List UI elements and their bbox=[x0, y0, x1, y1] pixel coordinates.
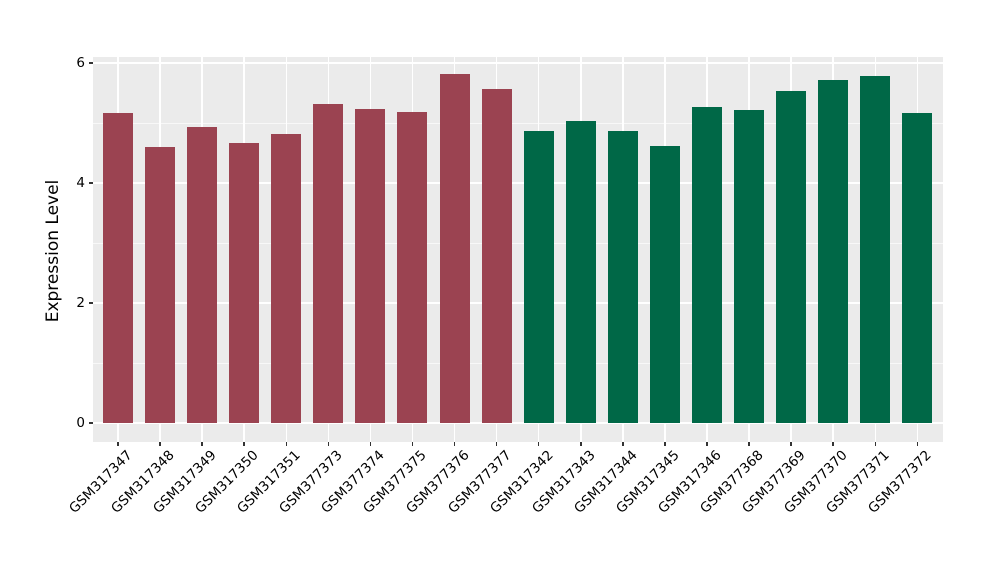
x-axis-tick-mark bbox=[622, 442, 624, 446]
x-axis-tick-mark bbox=[537, 442, 540, 446]
bar-GSM377374 bbox=[355, 108, 386, 423]
bar-GSM317346 bbox=[691, 106, 722, 423]
gridline-major-horizontal bbox=[93, 182, 943, 184]
bar-GSM377368 bbox=[734, 109, 765, 423]
x-axis-tick-mark bbox=[874, 442, 876, 446]
x-axis-tick-mark bbox=[201, 442, 203, 446]
x-axis-tick-mark bbox=[453, 442, 456, 446]
gridline-minor-horizontal bbox=[93, 363, 943, 364]
y-tick-label: 0 bbox=[76, 415, 85, 431]
gridline-major-horizontal bbox=[93, 62, 943, 64]
bar-GSM317350 bbox=[229, 142, 260, 423]
bar-GSM317347 bbox=[103, 113, 133, 423]
bar-GSM317344 bbox=[607, 131, 638, 423]
bar-GSM377376 bbox=[439, 73, 470, 423]
y-axis-tick-mark bbox=[89, 302, 93, 304]
x-axis-tick-mark bbox=[369, 442, 372, 446]
x-axis-tick-mark bbox=[580, 442, 582, 446]
bar-GSM317348 bbox=[145, 147, 176, 423]
y-axis-tick-mark bbox=[89, 422, 93, 424]
x-axis-tick-mark bbox=[916, 442, 919, 446]
bar-GSM317349 bbox=[187, 127, 218, 423]
y-axis-tick-mark bbox=[89, 62, 93, 64]
x-axis-tick-mark bbox=[159, 442, 161, 446]
plot-panel bbox=[93, 57, 943, 442]
bar-GSM377373 bbox=[313, 104, 344, 423]
y-tick-label: 2 bbox=[76, 295, 85, 311]
bar-GSM317343 bbox=[565, 121, 596, 423]
bar-GSM317351 bbox=[271, 133, 302, 423]
x-axis-tick-mark bbox=[832, 442, 834, 446]
x-axis-tick-mark bbox=[790, 442, 792, 446]
gridline-major-horizontal bbox=[93, 302, 943, 304]
gridline-minor-horizontal bbox=[93, 123, 943, 124]
x-axis-tick-mark bbox=[411, 442, 414, 446]
x-axis-tick-mark bbox=[117, 442, 119, 446]
x-axis-tick-mark bbox=[748, 442, 750, 446]
x-axis-tick-mark bbox=[706, 442, 708, 446]
x-axis-tick-mark bbox=[327, 442, 330, 446]
bar-GSM377375 bbox=[397, 111, 428, 423]
x-axis-tick-mark bbox=[664, 442, 666, 446]
bar-GSM377369 bbox=[776, 91, 807, 423]
x-axis-tick-mark bbox=[285, 442, 288, 446]
bar-GSM317342 bbox=[523, 130, 554, 423]
gridline-minor-horizontal bbox=[93, 243, 943, 244]
bar-GSM377371 bbox=[860, 76, 891, 423]
bar-GSM377370 bbox=[818, 79, 849, 423]
y-tick-label: 4 bbox=[76, 175, 85, 191]
x-axis-tick-mark bbox=[243, 442, 245, 446]
bar-GSM377377 bbox=[481, 89, 512, 423]
gridline-major-horizontal bbox=[93, 422, 943, 424]
bar-GSM317345 bbox=[649, 146, 680, 423]
bar-GSM377372 bbox=[902, 113, 933, 423]
y-tick-label: 6 bbox=[76, 55, 85, 71]
x-axis-tick-mark bbox=[495, 442, 498, 446]
y-axis-tick-mark bbox=[89, 182, 93, 184]
y-axis-title: Expression Level bbox=[43, 179, 63, 323]
